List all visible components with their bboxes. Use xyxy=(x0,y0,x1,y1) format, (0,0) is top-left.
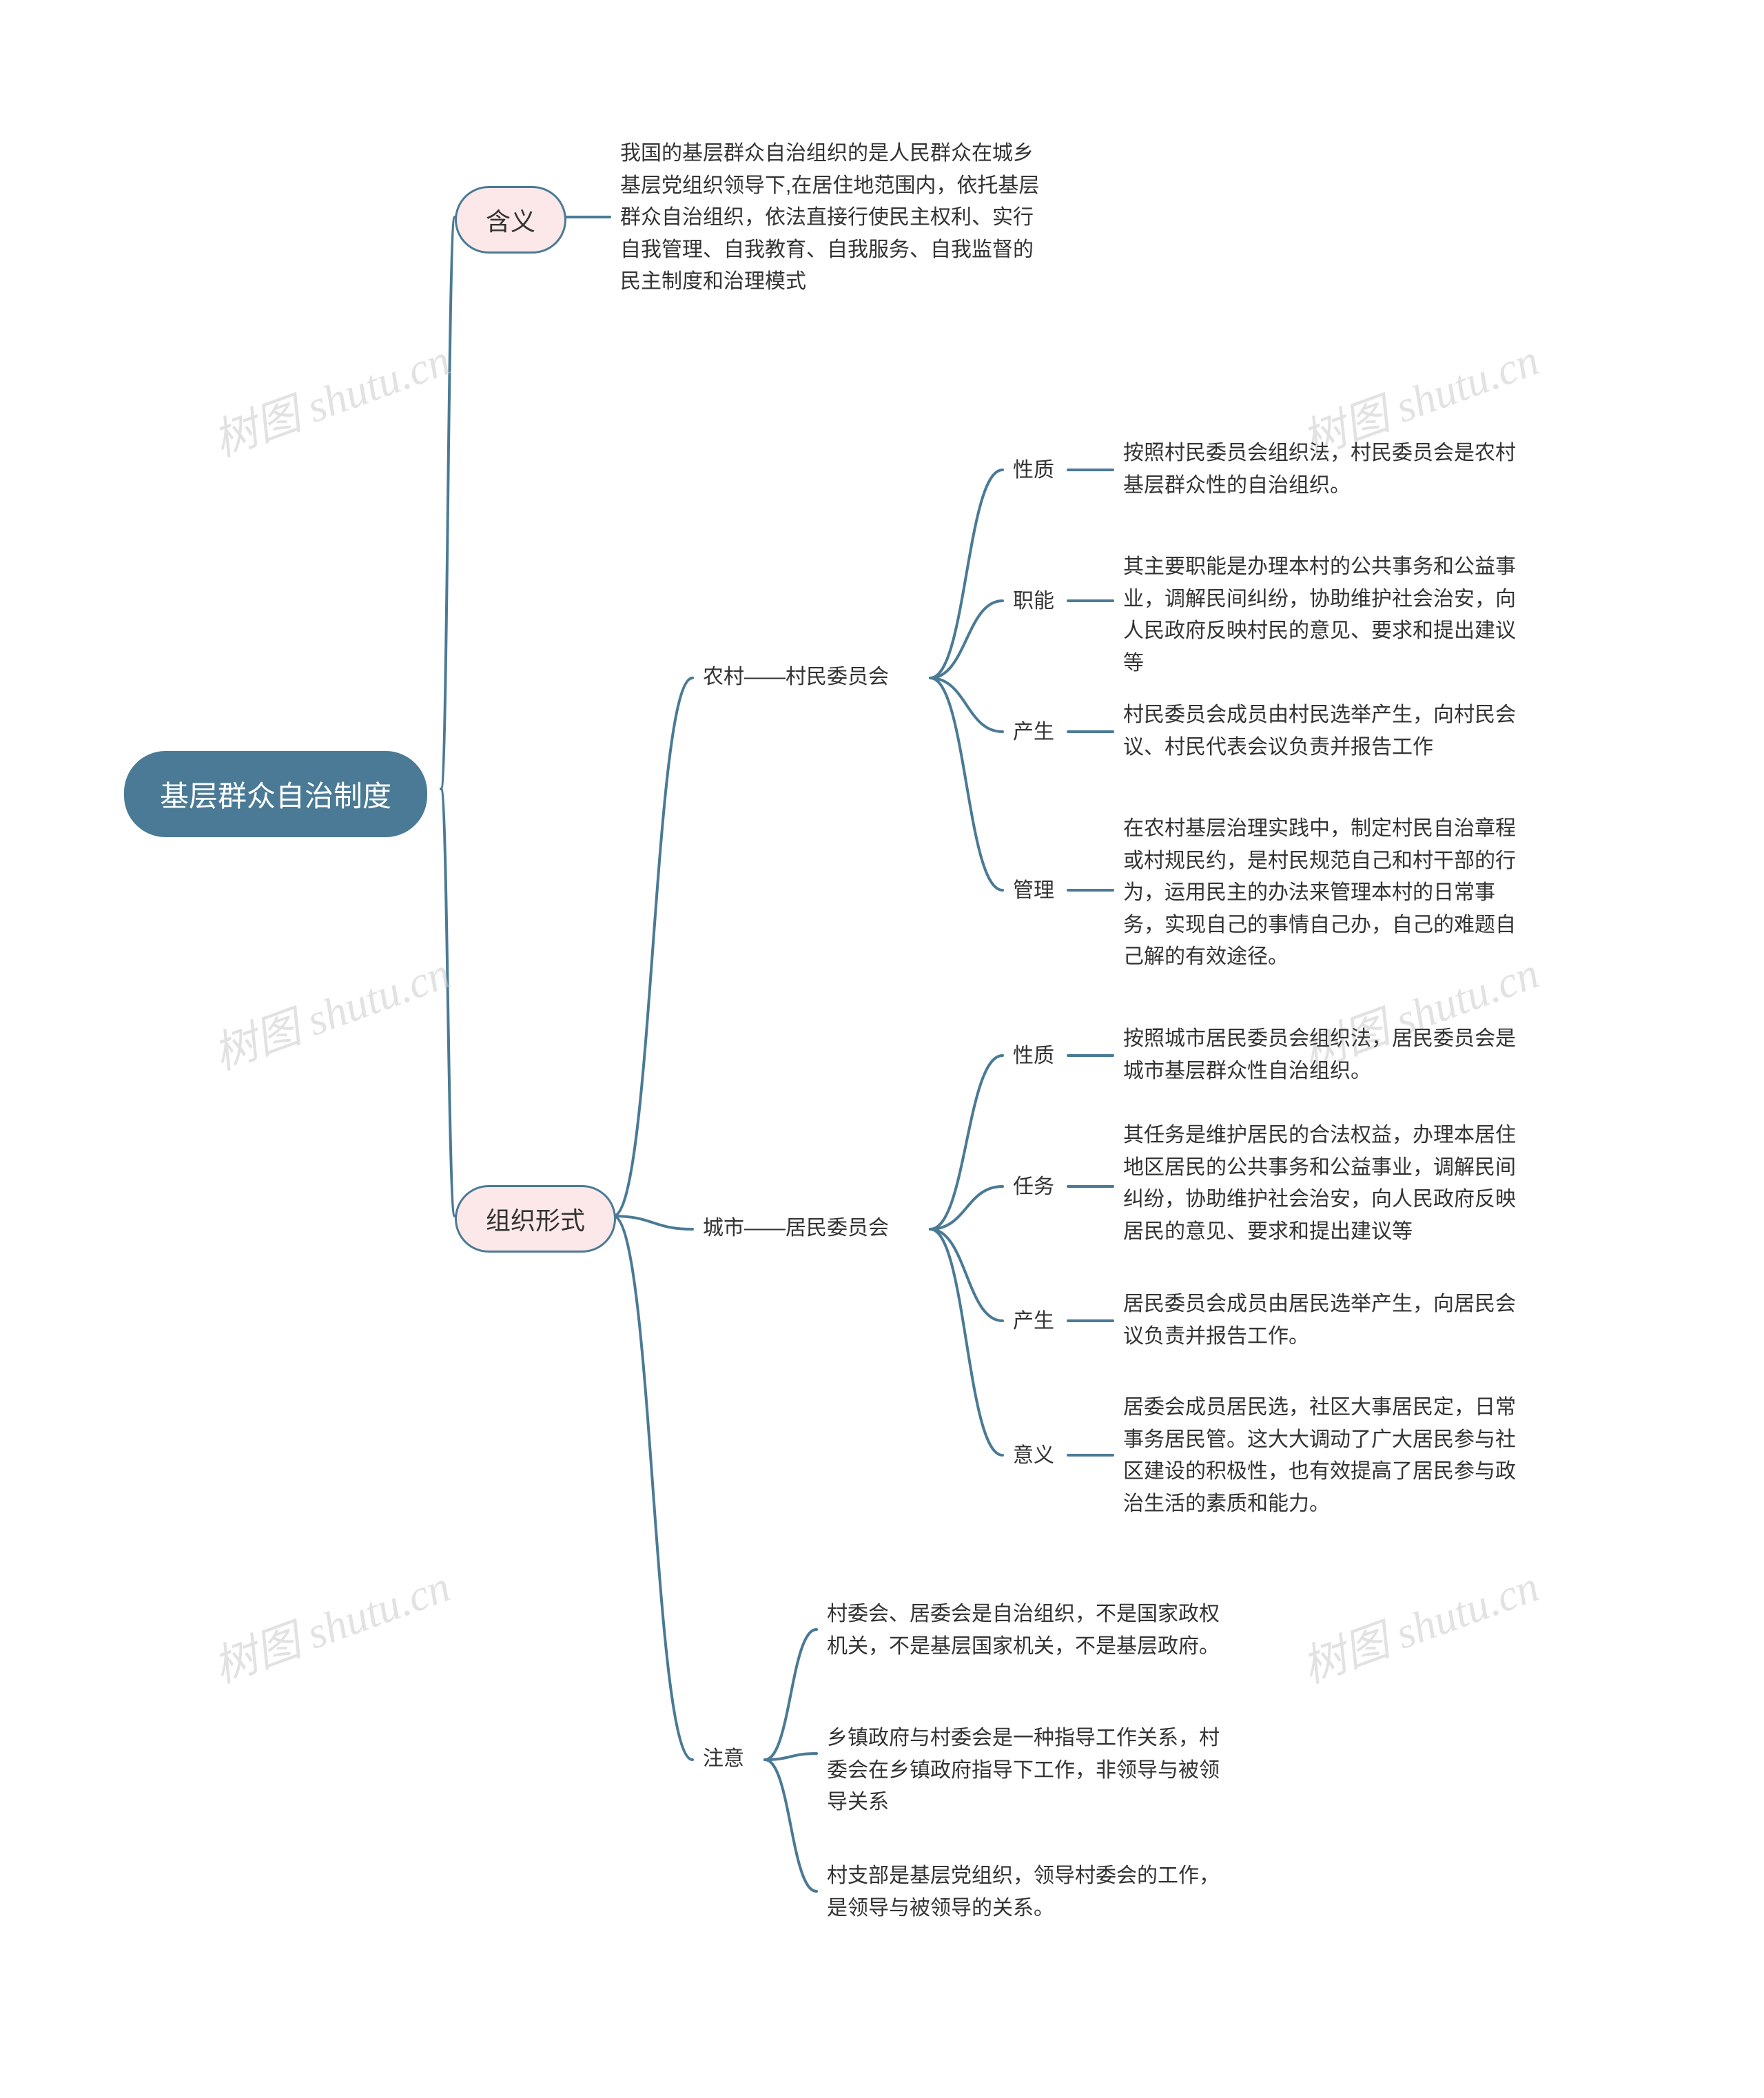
branch-urban: 城市——居民委员会 xyxy=(703,1213,889,1245)
key-urban-3: 意义 xyxy=(1013,1440,1054,1472)
watermark-0: 树图 shutu.cn xyxy=(203,325,458,469)
branch-note: 注意 xyxy=(703,1743,744,1776)
key-urban-0: 性质 xyxy=(1013,1040,1054,1073)
desc-rural-2: 村民委员会成员由村民选举产生，向村民会议、村民代表会议负责并报告工作 xyxy=(1123,699,1530,763)
key-rural-0: 性质 xyxy=(1013,455,1054,487)
desc-urban-2: 居民委员会成员由居民选举产生，向居民会议负责并报告工作。 xyxy=(1123,1288,1530,1353)
meaning-desc: 我国的基层群众自治组织的是人民群众在城乡基层党组织领导下,在居住地范围内，依托基… xyxy=(620,138,1047,298)
key-rural-1: 职能 xyxy=(1013,586,1054,618)
pill-form: 组织形式 xyxy=(455,1185,616,1253)
branch-rural: 农村——村民委员会 xyxy=(703,661,889,694)
watermark-5: 树图 shutu.cn xyxy=(1292,1551,1546,1695)
pill-meaning: 含义 xyxy=(455,186,566,254)
root-node: 基层群众自治制度 xyxy=(124,751,427,837)
key-rural-2: 产生 xyxy=(1013,717,1054,749)
desc-urban-1: 其任务是维护居民的合法权益，办理本居住地区居民的公共事务和公益事业，调解民间纠纷… xyxy=(1123,1120,1530,1248)
mindmap-canvas: 树图 shutu.cn 树图 shutu.cn 树图 shutu.cn 树图 shut… xyxy=(0,0,1764,2098)
desc-rural-0: 按照村民委员会组织法，村民委员会是农村基层群众性的自治组织。 xyxy=(1123,438,1530,502)
key-urban-2: 产生 xyxy=(1013,1306,1054,1338)
desc-rural-1: 其主要职能是办理本村的公共事务和公益事业，调解民间纠纷，协助维护社会治安，向人民… xyxy=(1123,551,1530,679)
desc-rural-3: 在农村基层治理实践中，制定村民自治章程或村规民约，是村民规范自己和村干部的行为，… xyxy=(1123,813,1530,974)
key-rural-3: 管理 xyxy=(1013,875,1054,907)
watermark-2: 树图 shutu.cn xyxy=(203,938,458,1082)
watermark-4: 树图 shutu.cn xyxy=(203,1551,458,1695)
desc-urban-0: 按照城市居民委员会组织法，居民委员会是城市基层群众性自治组织。 xyxy=(1123,1023,1530,1087)
note-1: 乡镇政府与村委会是一种指导工作关系，村委会在乡镇政府指导下工作，非领导与被领导关… xyxy=(827,1722,1233,1819)
note-2: 村支部是基层党组织，领导村委会的工作，是领导与被领导的关系。 xyxy=(827,1860,1233,1924)
note-0: 村委会、居委会是自治组织，不是国家政权机关，不是基层国家机关，不是基层政府。 xyxy=(827,1598,1233,1663)
desc-urban-3: 居委会成员居民选，社区大事居民定，日常事务居民管。这大大调动了广大居民参与社区建… xyxy=(1123,1392,1530,1520)
key-urban-1: 任务 xyxy=(1013,1171,1054,1204)
